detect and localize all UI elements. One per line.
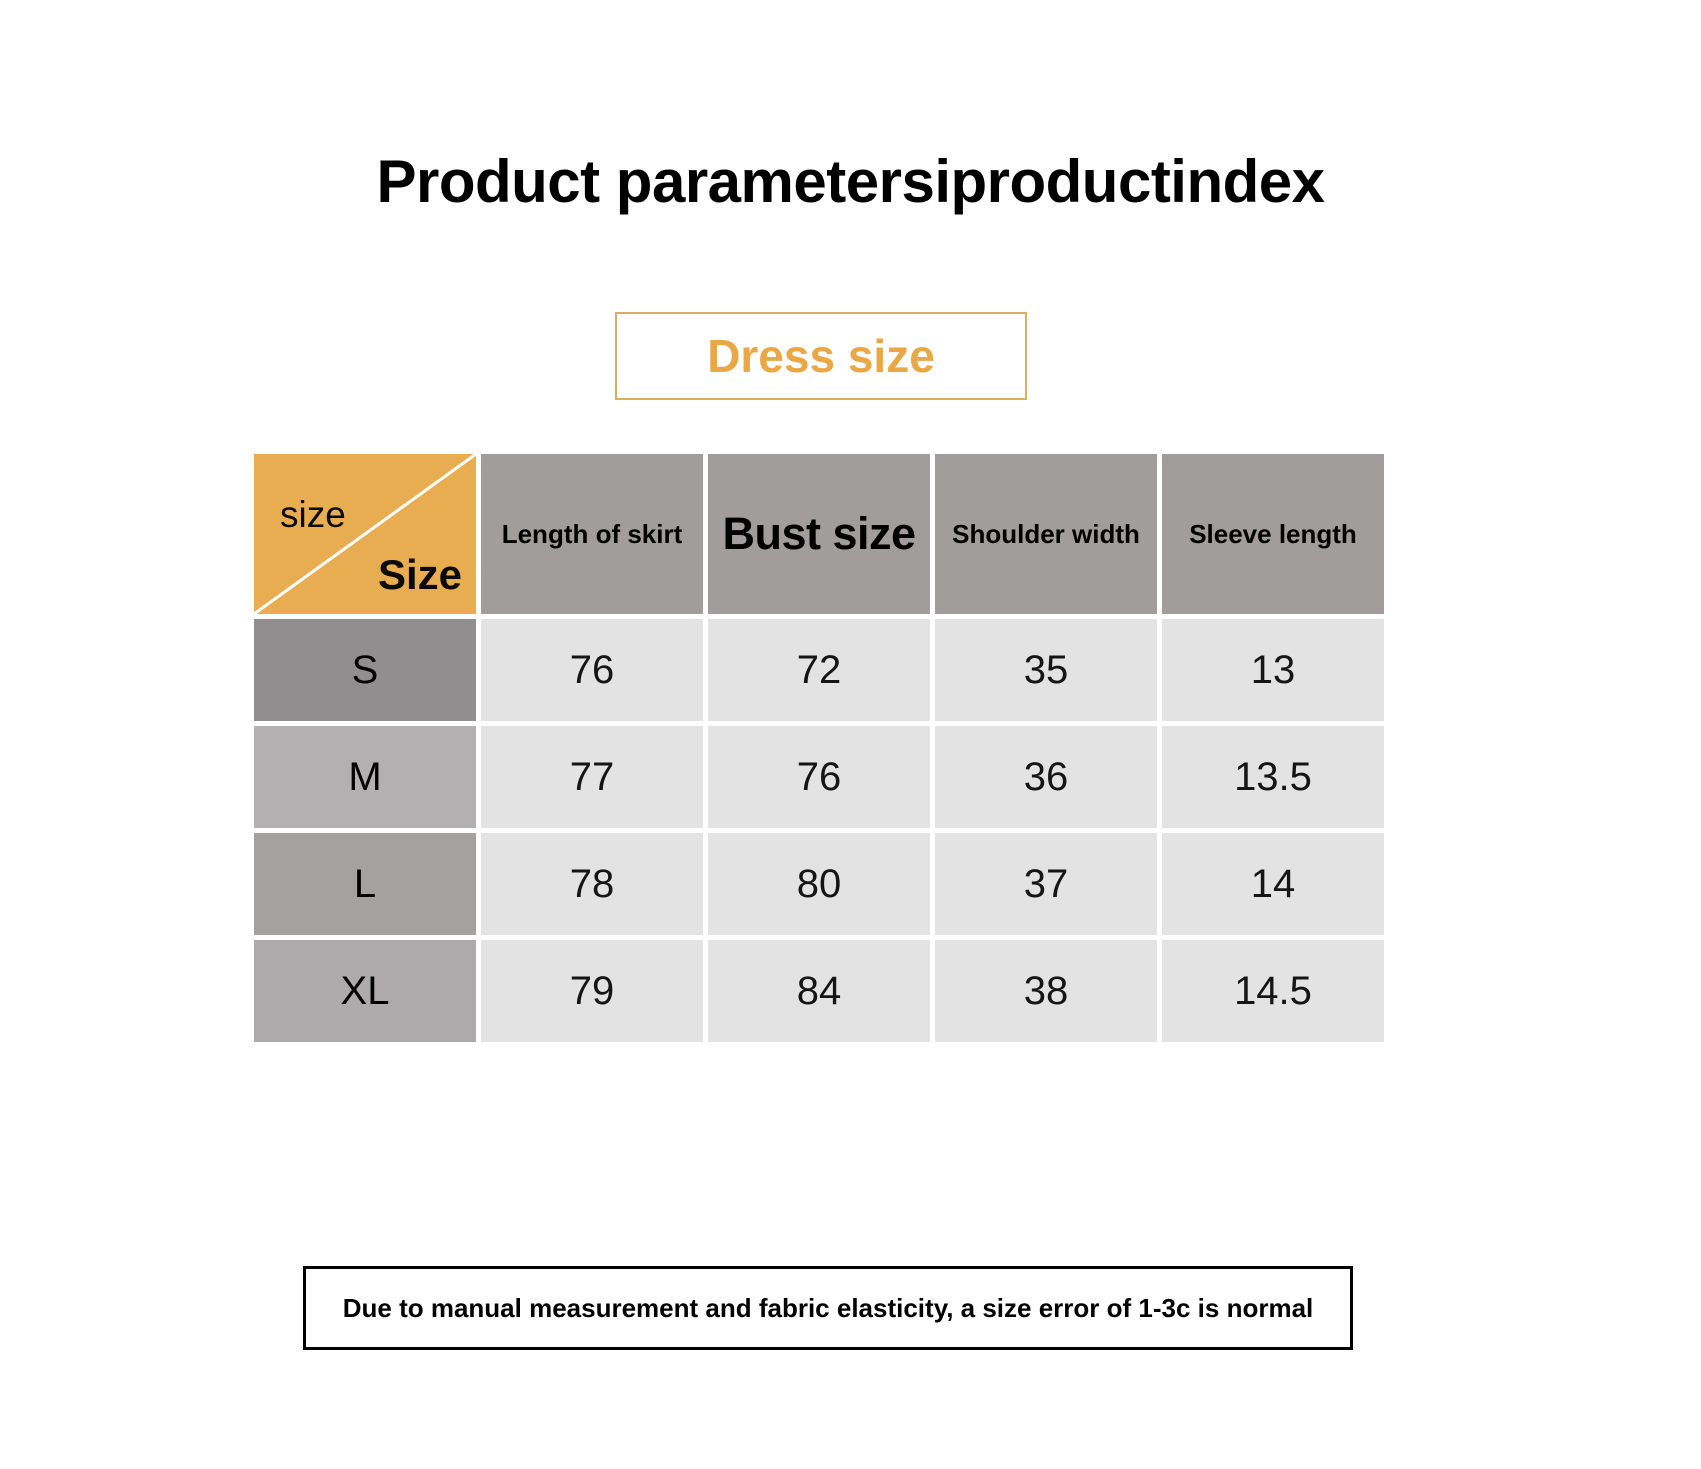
- measurement-note-text: Due to manual measurement and fabric ela…: [342, 1292, 1314, 1323]
- table-row: L 78 80 37 14: [254, 833, 1384, 935]
- cell-l-bust-size: 80: [708, 833, 930, 935]
- dress-size-banner: Dress size: [615, 312, 1027, 400]
- cell-l-length-of-skirt: 78: [481, 833, 703, 935]
- cell-m-bust-size: 76: [708, 726, 930, 828]
- size-table: size Size Length of skirt Bust size Shou…: [249, 449, 1389, 1047]
- page-title: Product parametersiproductindex: [376, 148, 1325, 215]
- corner-header-cell: size Size: [254, 454, 476, 614]
- cell-s-bust-size: 72: [708, 619, 930, 721]
- cell-m-length-of-skirt: 77: [481, 726, 703, 828]
- table-row: S 76 72 35 13: [254, 619, 1384, 721]
- cell-m-sleeve-length: 13.5: [1162, 726, 1384, 828]
- size-label-s: S: [254, 619, 476, 721]
- column-header-shoulder-width: Shoulder width: [935, 454, 1157, 614]
- table-row: M 77 76 36 13.5: [254, 726, 1384, 828]
- table-row: XL 79 84 38 14.5: [254, 940, 1384, 1042]
- cell-xl-length-of-skirt: 79: [481, 940, 703, 1042]
- size-label-m: M: [254, 726, 476, 828]
- dress-size-banner-label: Dress size: [707, 330, 935, 382]
- cell-xl-shoulder-width: 38: [935, 940, 1157, 1042]
- cell-m-shoulder-width: 36: [935, 726, 1157, 828]
- corner-bottom-label: Size: [377, 551, 462, 598]
- cell-l-shoulder-width: 37: [935, 833, 1157, 935]
- corner-top-label: size: [280, 494, 346, 535]
- cell-s-sleeve-length: 13: [1162, 619, 1384, 721]
- size-label-xl: XL: [254, 940, 476, 1042]
- column-header-sleeve-length: Sleeve length: [1162, 454, 1384, 614]
- cell-s-length-of-skirt: 76: [481, 619, 703, 721]
- column-header-length-of-skirt: Length of skirt: [481, 454, 703, 614]
- cell-l-sleeve-length: 14: [1162, 833, 1384, 935]
- column-header-bust-size: Bust size: [708, 454, 930, 614]
- measurement-note-box: Due to manual measurement and fabric ela…: [303, 1266, 1353, 1350]
- size-label-l: L: [254, 833, 476, 935]
- cell-xl-sleeve-length: 14.5: [1162, 940, 1384, 1042]
- cell-xl-bust-size: 84: [708, 940, 930, 1042]
- table-header-row: size Size Length of skirt Bust size Shou…: [254, 454, 1384, 614]
- cell-s-shoulder-width: 35: [935, 619, 1157, 721]
